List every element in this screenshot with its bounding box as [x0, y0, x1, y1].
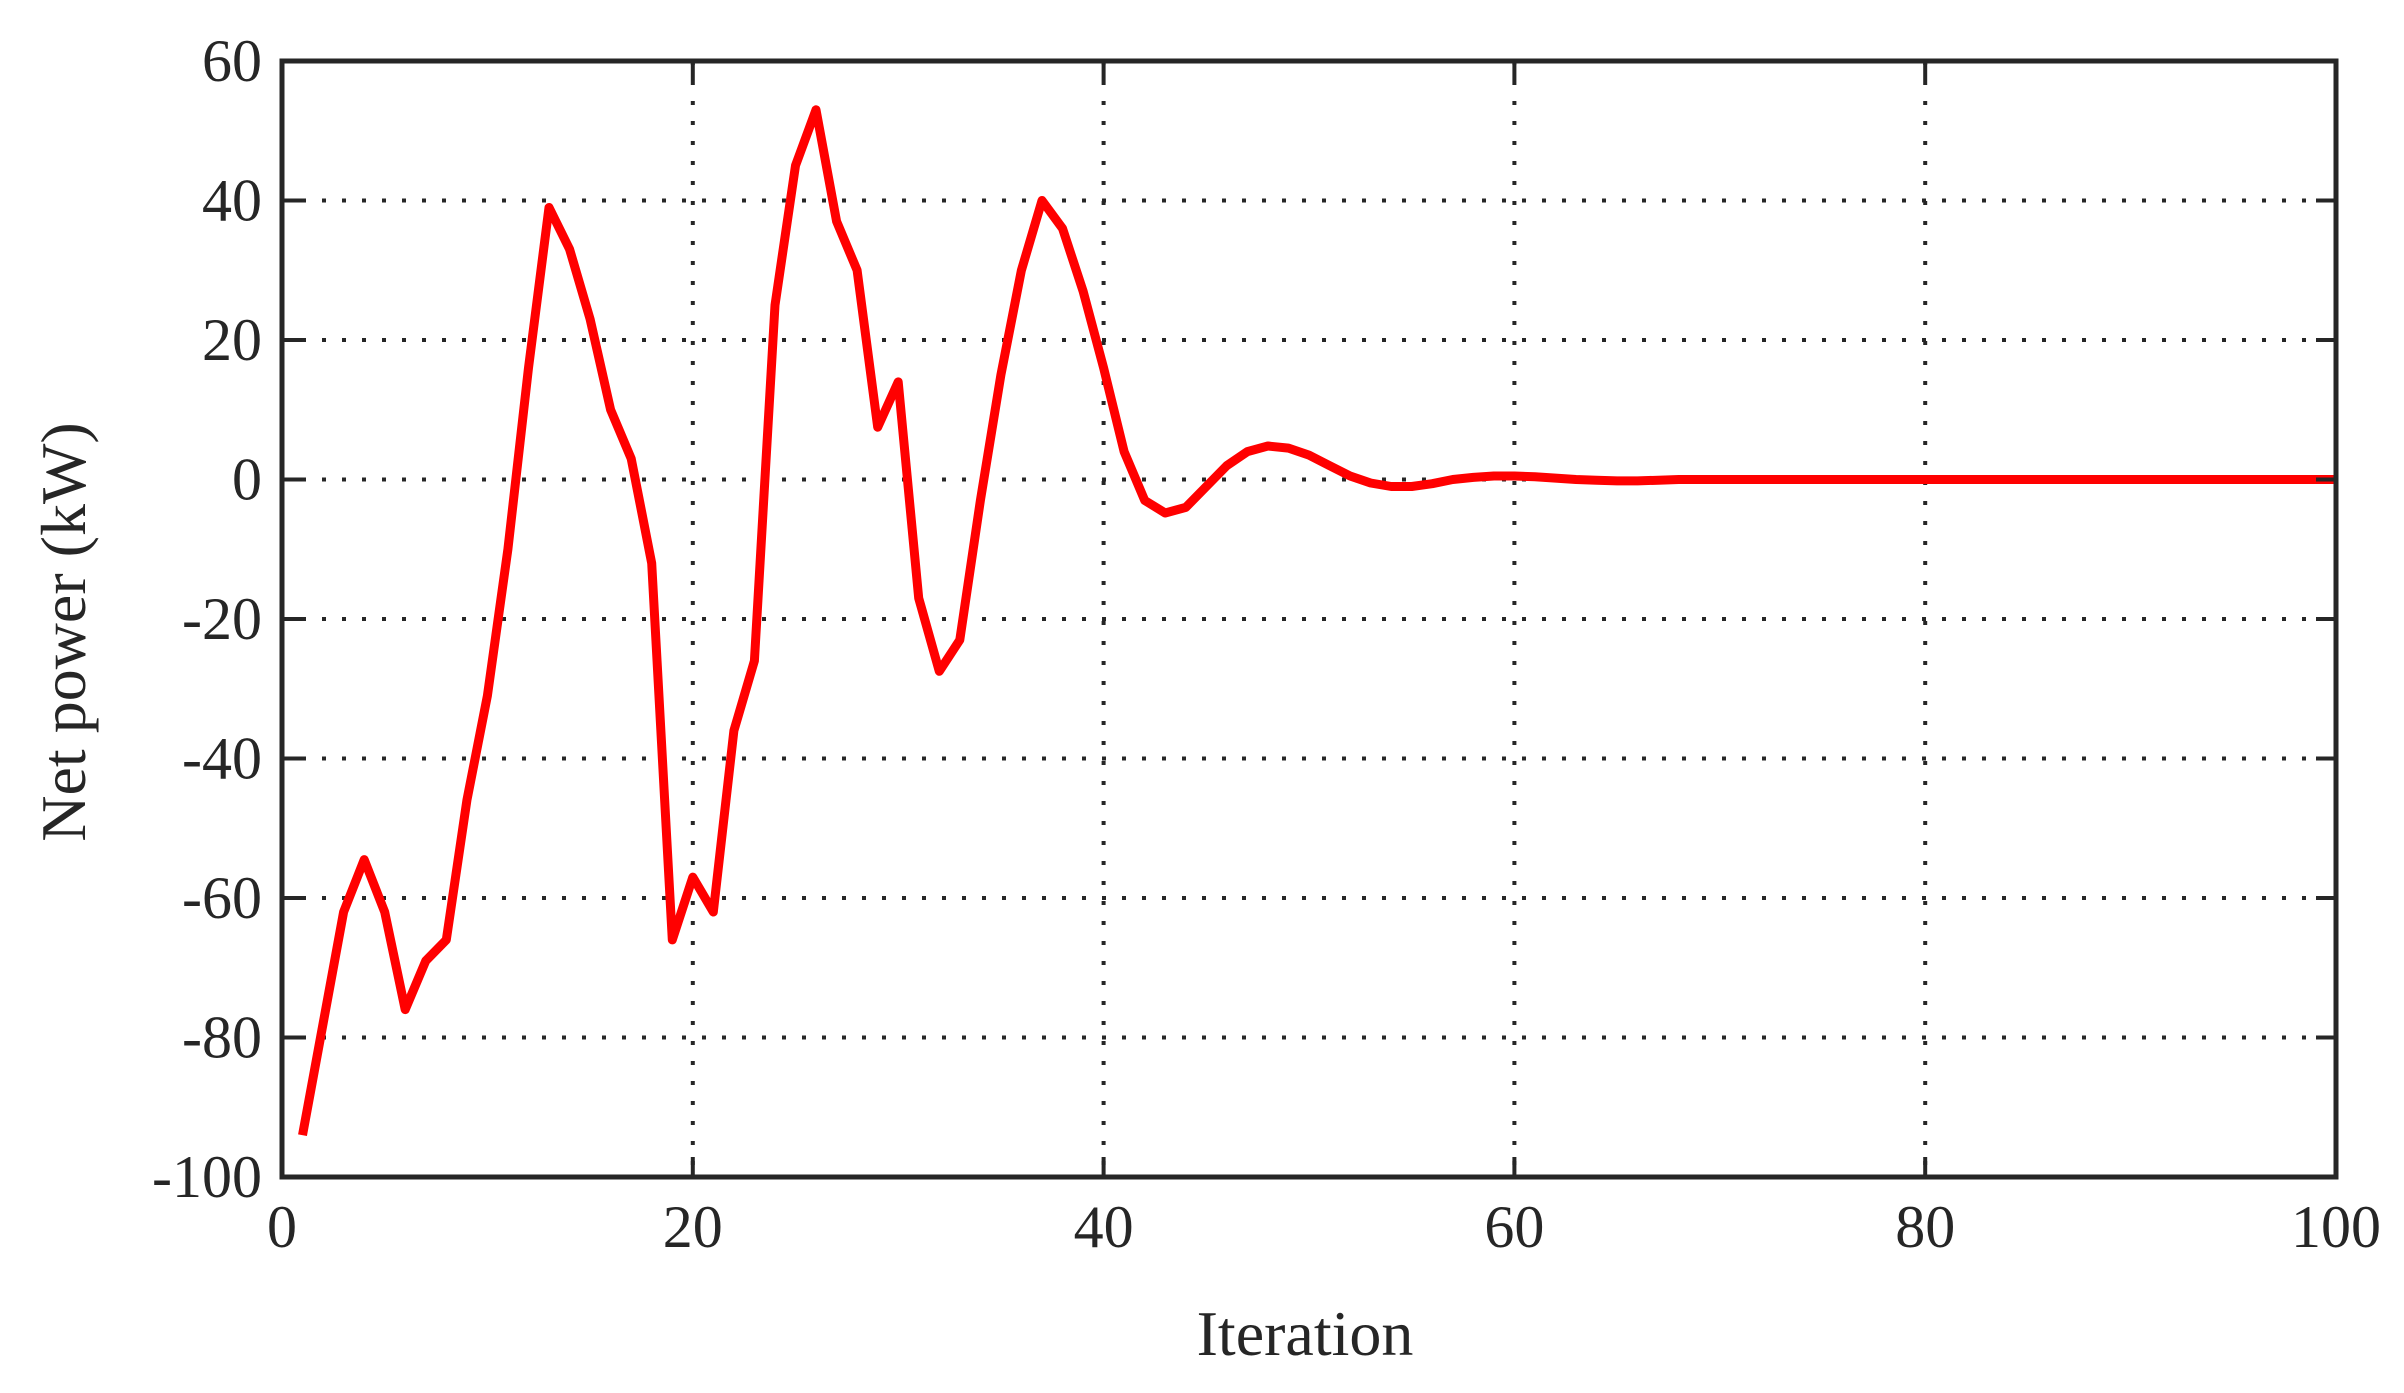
x-tick-label-60: 60 — [1484, 1194, 1544, 1260]
grid-lines — [282, 61, 2336, 1177]
x-axis-label: Iteration — [1197, 1298, 1414, 1369]
tick-labels: 0 20 40 60 80 100 -100 -80 -60 -40 -20 0 20 40 60 — [152, 28, 2381, 1260]
y-tick-label--60: -60 — [182, 865, 262, 931]
y-tick-label--80: -80 — [182, 1005, 262, 1071]
y-tick-label-20: 20 — [202, 307, 262, 373]
y-tick-label-60: 60 — [202, 28, 262, 94]
y-tick-label--20: -20 — [182, 586, 262, 652]
y-axis-label: Net power (kW) — [28, 422, 99, 841]
y-tick-label-0: 0 — [232, 447, 262, 513]
x-tick-label-20: 20 — [663, 1194, 723, 1260]
y-tick-label--100: -100 — [152, 1144, 262, 1210]
x-tick-label-80: 80 — [1895, 1194, 1955, 1260]
series-line-0 — [298, 105, 2336, 1137]
x-tick-label-40: 40 — [1074, 1194, 1134, 1260]
y-tick-label-40: 40 — [202, 168, 262, 234]
x-tick-label-100: 100 — [2291, 1194, 2381, 1260]
x-tick-label-0: 0 — [267, 1194, 297, 1260]
y-tick-label--40: -40 — [182, 726, 262, 792]
axes — [279, 58, 2339, 1180]
series-layer — [298, 105, 2336, 1137]
